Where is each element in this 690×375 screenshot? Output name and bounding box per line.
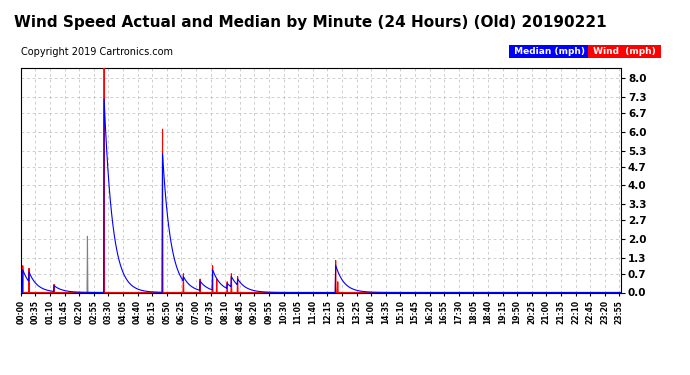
- Text: Wind  (mph): Wind (mph): [590, 47, 659, 56]
- Text: Wind Speed Actual and Median by Minute (24 Hours) (Old) 20190221: Wind Speed Actual and Median by Minute (…: [14, 15, 607, 30]
- Text: Copyright 2019 Cartronics.com: Copyright 2019 Cartronics.com: [21, 47, 172, 57]
- Text: Median (mph): Median (mph): [511, 47, 588, 56]
